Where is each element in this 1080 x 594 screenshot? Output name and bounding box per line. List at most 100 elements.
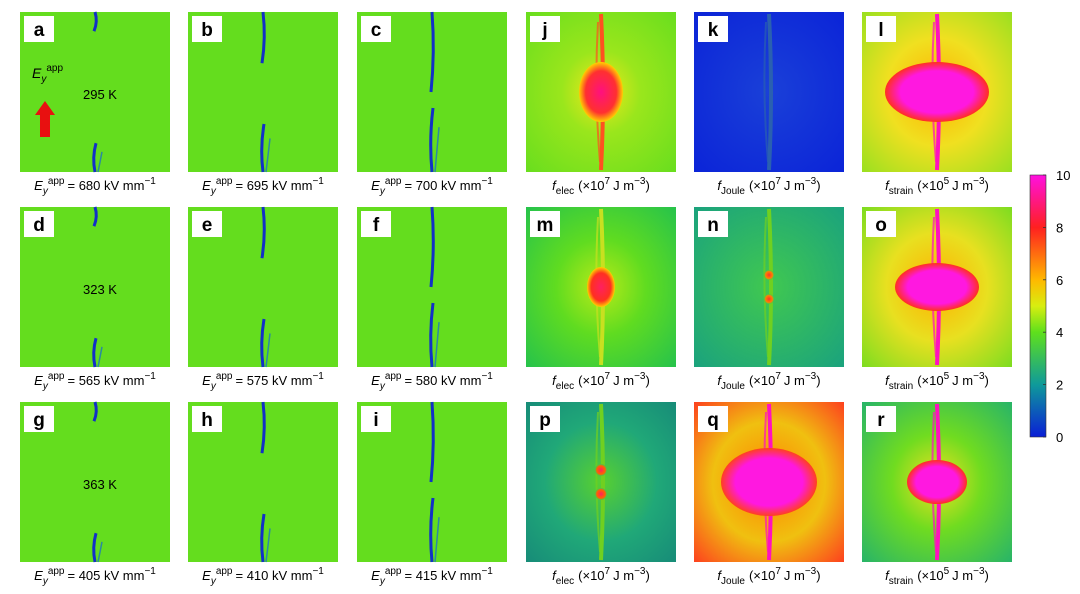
crack [260,11,266,64]
caption-part: = 695 kV mm [236,178,313,193]
caption-part: strain [889,381,913,392]
panel-letter: f [373,215,380,236]
caption-part: app [385,566,402,577]
caption-part: −1 [144,566,156,577]
caption: Eyapp = 580 kV mm−1 [371,371,493,392]
crack [434,127,440,173]
crack [767,13,773,171]
panel-letter: g [33,410,45,431]
crack [265,138,271,173]
caption-part: −3 [634,566,646,577]
caption-part: 7 [605,176,611,187]
letter-box [24,16,54,42]
panel: f Eyapp = 580 kV mm−1 [357,206,507,392]
panel: d 323 K Eyapp = 565 kV mm−1 [20,206,170,392]
caption: Eyapp = 680 kV mm−1 [34,176,156,197]
hot-spot [595,488,607,500]
panel: p felec (×107 J m−3) [526,402,676,587]
caption-part: E [202,373,211,388]
caption-part: J m [952,178,973,193]
crack [92,11,98,32]
caption-part: elec [556,576,574,587]
caption-part: app [48,176,65,187]
caption-part: strain [889,186,913,197]
caption-part: Joule [721,576,745,587]
hot-spot [587,267,615,307]
crack [429,302,435,368]
caption-part: E [371,178,380,193]
caption-part: app [48,371,65,382]
letter-box [698,16,728,42]
caption: Eyapp = 565 kV mm−1 [34,371,156,392]
caption-part: elec [556,186,574,197]
caption-part: = 410 kV mm [236,568,313,583]
caption-part: J m [613,568,634,583]
caption-part: = 680 kV mm [68,178,145,193]
caption-part: = 565 kV mm [68,373,145,388]
caption-part: E [202,178,211,193]
caption-part: ) [816,568,820,583]
panel: r fstrain (×105 J m−3) [862,402,1012,587]
crack [260,513,266,563]
letter-box [24,211,54,237]
panel: l fstrain (×105 J m−3) [862,12,1012,197]
caption-part: 7 [605,371,611,382]
caption-part: −3 [805,566,817,577]
caption-part: y [42,576,49,587]
field-arrow [35,101,55,137]
panel: h Eyapp = 410 kV mm−1 [188,401,338,587]
crack [92,337,98,368]
caption-part: f [552,373,557,388]
panel: c Eyapp = 700 kV mm−1 [357,11,507,197]
colorbar-tick-label: 6 [1056,273,1063,288]
caption: Eyapp = 575 kV mm−1 [202,371,324,392]
caption: felec (×107 J m−3) [552,566,650,587]
colorbar-tick-label: 8 [1056,220,1063,235]
caption-part: f [717,568,722,583]
crack [265,333,271,368]
caption-part: J m [784,568,805,583]
panel: n fJoule (×107 J m−3) [694,207,844,392]
caption-part: f [552,178,557,193]
caption-part: J m [952,568,973,583]
caption: felec (×107 J m−3) [552,371,650,392]
crack [763,216,769,358]
temperature-label: 323 K [83,282,117,297]
caption-part: J m [613,373,634,388]
colorbar [1029,174,1047,438]
crack [260,123,266,173]
caption-part: y [210,576,217,587]
panel-letter: q [707,410,719,431]
panel-letter: k [708,20,719,41]
caption-part: (×10 [917,178,943,193]
caption: fstrain (×105 J m−3) [885,566,989,587]
caption: felec (×107 J m−3) [552,176,650,197]
panel-letter: n [707,215,719,236]
caption-part: y [42,381,49,392]
panel: q fJoule (×107 J m−3) [694,402,844,587]
caption-part: ) [985,568,989,583]
caption-part: app [48,566,65,577]
panel-letter: r [877,410,885,431]
colorbar-tick-label: 2 [1056,378,1063,393]
panel-letter: l [878,20,883,41]
caption-part: (×10 [749,568,775,583]
letter-box [698,406,728,432]
caption: Eyapp = 405 kV mm−1 [34,566,156,587]
caption-part: E [202,568,211,583]
caption-part: = 700 kV mm [405,178,482,193]
caption-part: J m [613,178,634,193]
crack [92,532,98,563]
caption-part: y [379,381,386,392]
caption-part: Joule [721,381,745,392]
panel-letter: d [33,215,45,236]
hot-spot [579,62,623,122]
letter-box [192,16,222,42]
crack [260,206,266,259]
arrow-label-part: E [32,65,42,81]
caption-part: −1 [144,371,156,382]
caption: fJoule (×107 J m−3) [717,566,820,587]
caption: Eyapp = 410 kV mm−1 [202,566,324,587]
caption-part: app [216,176,233,187]
caption-part: −3 [634,176,646,187]
